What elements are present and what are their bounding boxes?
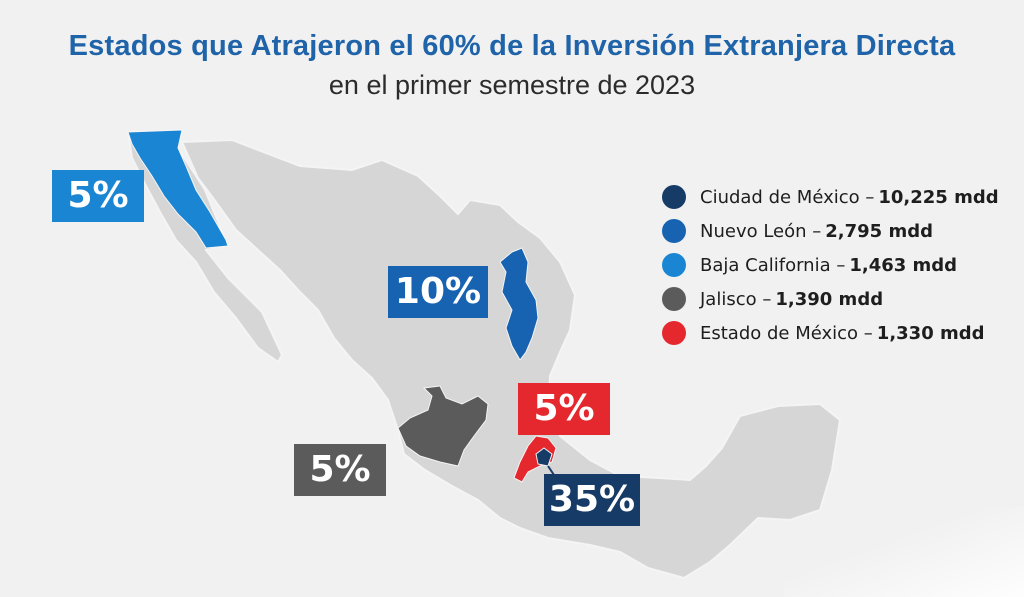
mainland-mexico xyxy=(180,138,842,580)
badge-ciudad-de-mexico: 35% xyxy=(544,474,640,526)
legend-state: Baja California – xyxy=(700,254,846,276)
badge-nuevo-leon: 10% xyxy=(388,266,488,318)
legend-item-estado-de-mexico: Estado de México – 1,330 mdd xyxy=(662,316,999,350)
legend-swatch xyxy=(662,185,686,209)
legend-state: Estado de México – xyxy=(700,322,873,344)
state-nuevo-leon[interactable] xyxy=(499,247,539,361)
legend-swatch xyxy=(662,321,686,345)
legend-item-ciudad-de-mexico: Ciudad de México – 10,225 mdd xyxy=(662,180,999,214)
legend-item-jalisco: Jalisco – 1,390 mdd xyxy=(662,282,999,316)
legend-swatch xyxy=(662,287,686,311)
legend-value: 2,795 mdd xyxy=(825,220,933,242)
state-estado-de-mexico[interactable] xyxy=(513,435,557,483)
legend-value: 1,390 mdd xyxy=(775,288,884,310)
state-ciudad-de-mexico[interactable] xyxy=(535,447,553,467)
legend-state: Nuevo León – xyxy=(700,220,822,242)
badge-baja-california: 5% xyxy=(52,170,144,222)
state-jalisco[interactable] xyxy=(397,385,489,467)
page-subtitle: en el primer semestre de 2023 xyxy=(328,70,696,100)
legend-swatch xyxy=(662,253,686,277)
badge-jalisco: 5% xyxy=(294,444,386,496)
legend-value: 1,463 mdd xyxy=(849,254,958,276)
state-baja-california[interactable] xyxy=(127,129,229,249)
legend-state: Ciudad de México – xyxy=(700,186,875,208)
legend-item-nuevo-leon: Nuevo León – 2,795 mdd xyxy=(662,214,999,248)
page-title: Estados que Atrajeron el 60% de la Inver… xyxy=(68,30,956,62)
legend-item-baja-california: Baja California – 1,463 mdd xyxy=(662,248,999,282)
legend-state: Jalisco – xyxy=(700,288,772,310)
legend-value: 1,330 mdd xyxy=(876,322,985,344)
background-shade xyxy=(784,507,1024,597)
legend-value: 10,225 mdd xyxy=(878,186,999,208)
legend-swatch xyxy=(662,219,686,243)
legend: Ciudad de México – 10,225 mdd Nuevo León… xyxy=(662,180,999,350)
badge-estado-de-mexico: 5% xyxy=(518,383,610,435)
